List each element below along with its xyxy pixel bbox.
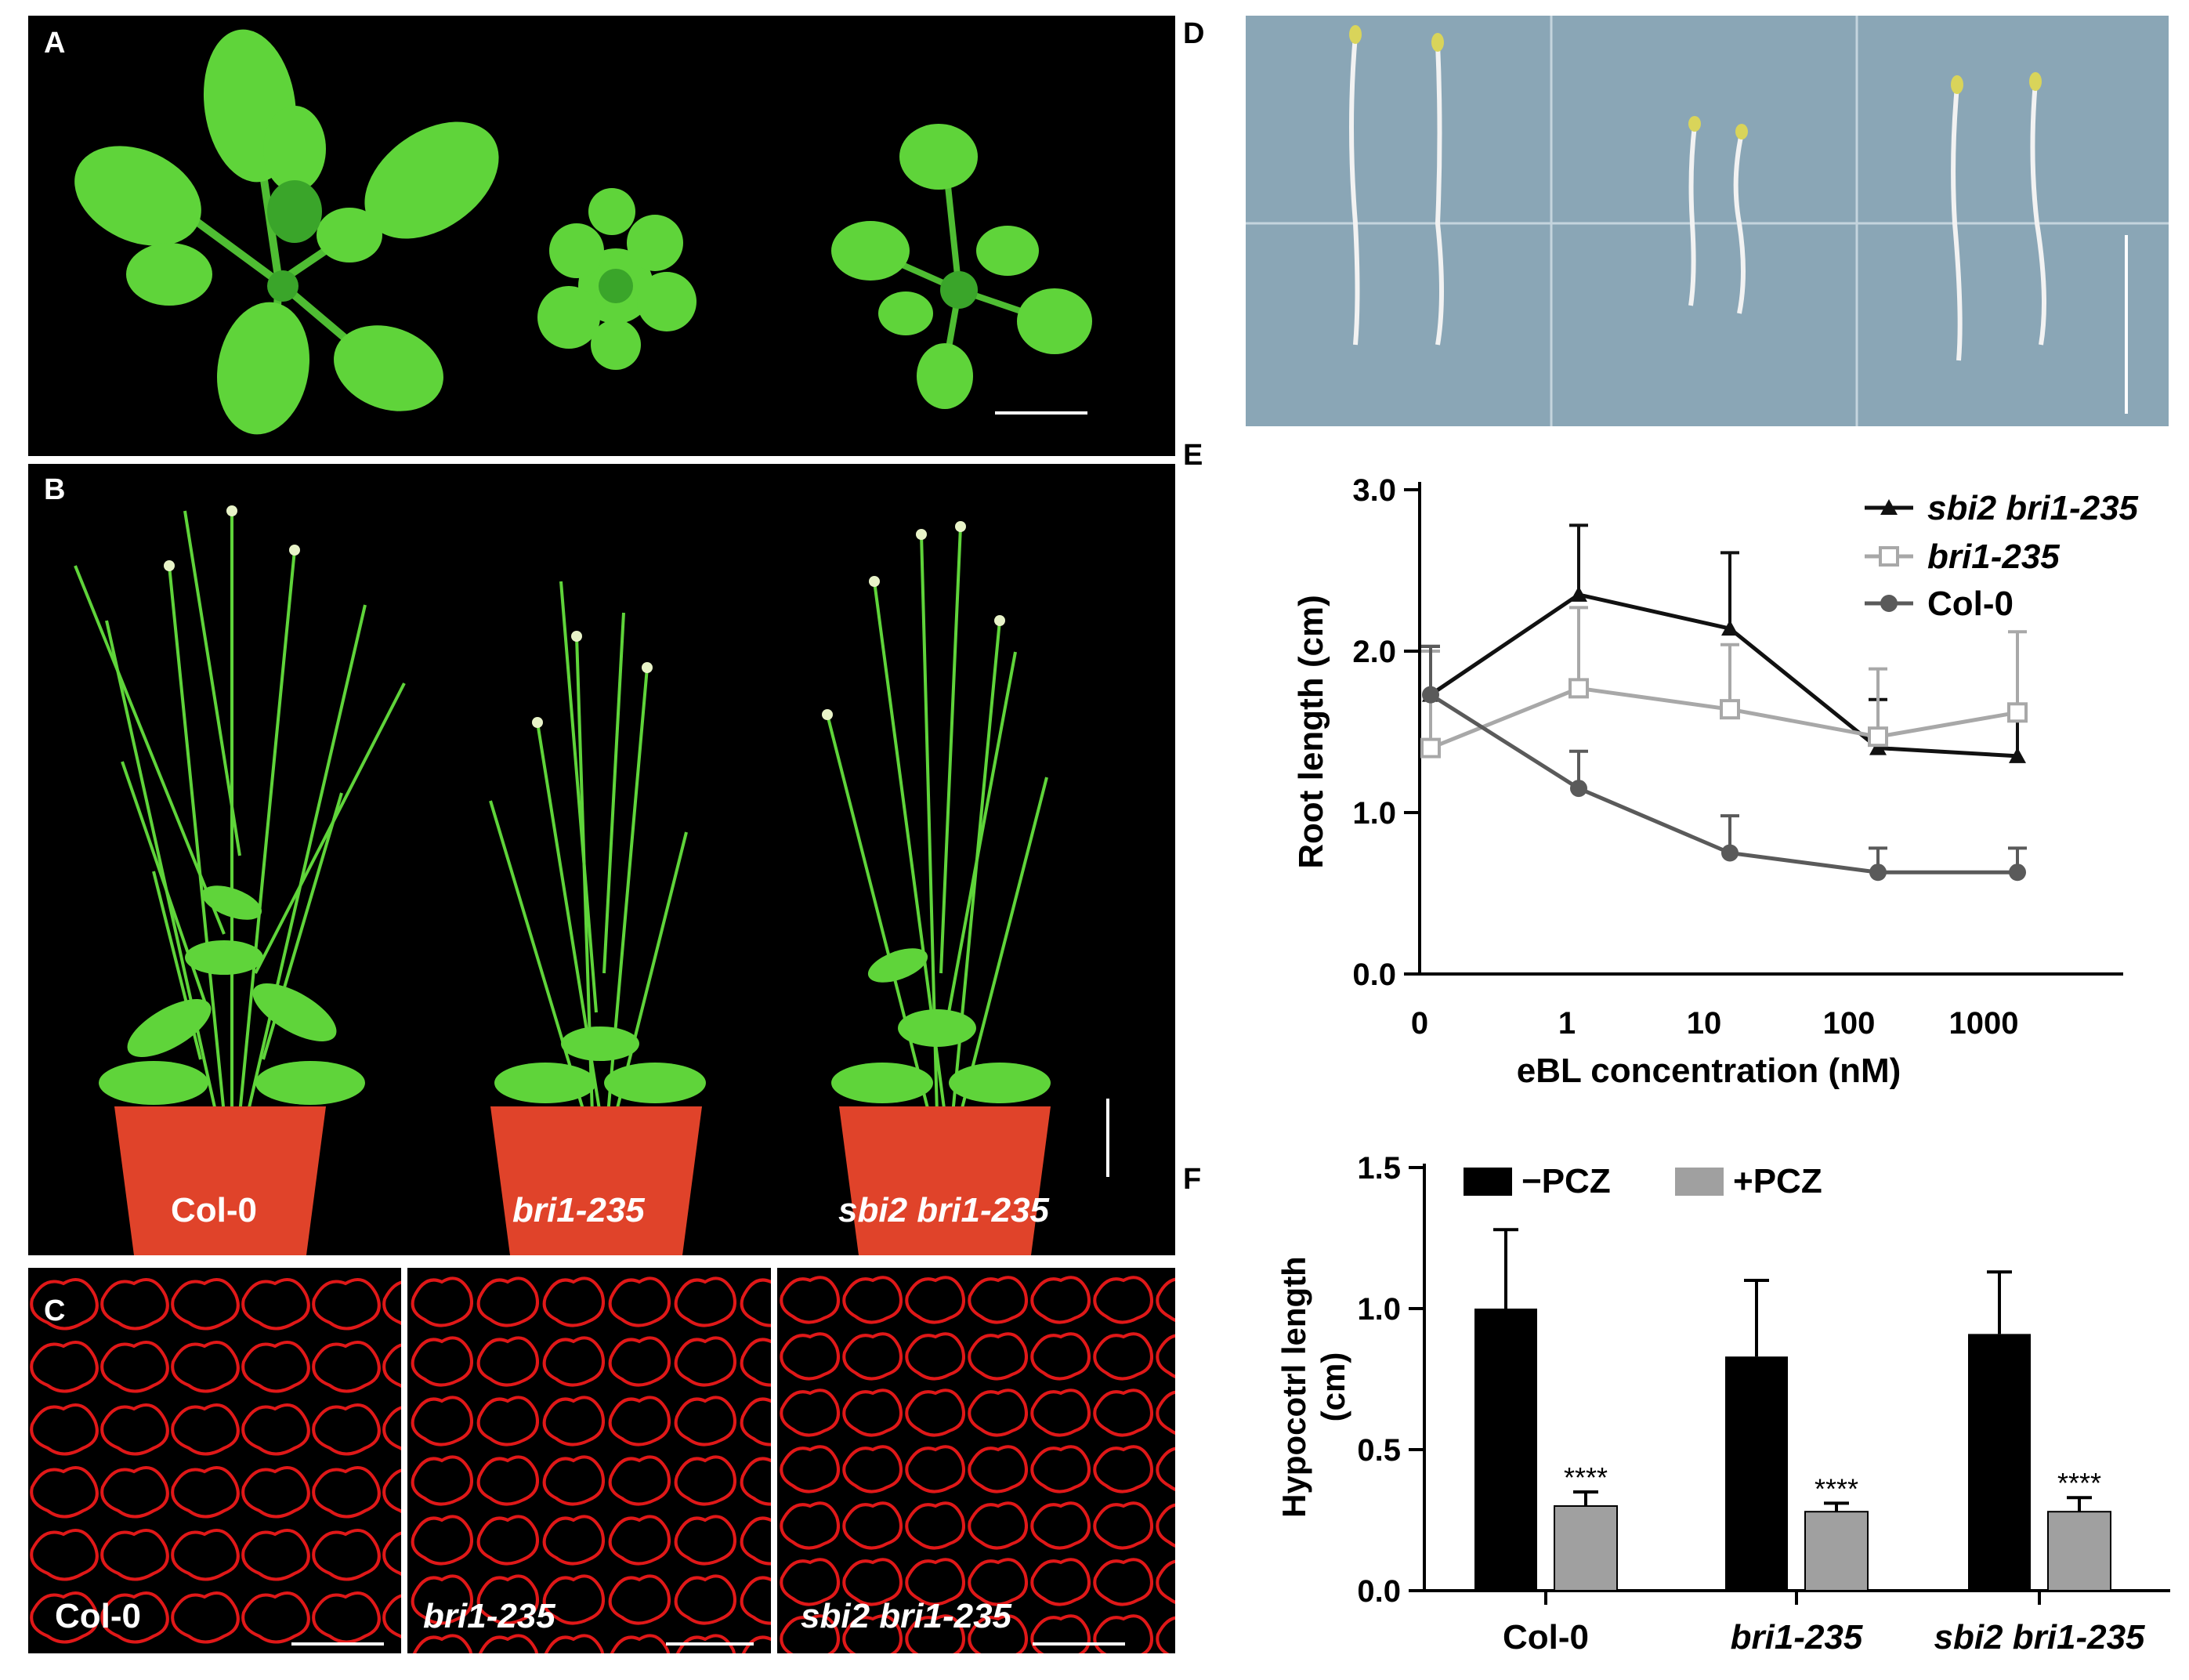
significance-label: **** xyxy=(2057,1467,2101,1499)
label-c-sbi2-bri1: sbi2 bri1-235 xyxy=(801,1597,1012,1635)
panel-c-photo-col0 xyxy=(28,1268,401,1653)
x-tick-label: 0 xyxy=(1411,1006,1428,1041)
label-c-col0: Col-0 xyxy=(55,1597,141,1635)
x-tick-label: 100 xyxy=(1823,1006,1876,1041)
data-point xyxy=(1568,678,1589,699)
x-axis-title: eBL concentration (nM) xyxy=(1517,1052,1901,1090)
data-point xyxy=(1720,699,1740,720)
data-point xyxy=(1721,620,1739,636)
scale-bar-c1 xyxy=(291,1642,384,1646)
data-point xyxy=(1721,844,1739,862)
data-point xyxy=(2009,747,2026,763)
y-axis-title: Root length (cm) xyxy=(1292,595,1330,869)
x-tick-label: 1000 xyxy=(1949,1006,2019,1041)
x-tick-label: 10 xyxy=(1687,1006,1722,1041)
bar xyxy=(1725,1356,1788,1591)
y-axis-title-line1: Hypocotrl length xyxy=(1275,1256,1312,1518)
series-line xyxy=(1429,693,2017,874)
rosette-bri1-235 xyxy=(537,188,696,370)
panel-letter-b: B xyxy=(44,473,66,506)
data-point xyxy=(1422,686,1439,704)
scale-bar-c3 xyxy=(1033,1642,1125,1646)
scale-bar-c2 xyxy=(666,1642,754,1646)
data-point xyxy=(1570,780,1587,798)
panel-letter-d: D xyxy=(1183,17,1205,50)
bar xyxy=(1804,1511,1869,1592)
scale-bar-d xyxy=(2125,235,2128,414)
bar xyxy=(1554,1505,1618,1591)
legend-label: sbi2 bri1-235 xyxy=(1927,489,2139,527)
x-tick-label: Col-0 xyxy=(1503,1618,1589,1656)
y-axis-title-line2: (cm) xyxy=(1315,1352,1351,1422)
bar xyxy=(2047,1511,2111,1592)
chart-e-root-length: 0.0 1.0 2.0 3.0 0 1 10 100 1000 eBL concentration… xyxy=(1292,473,2139,1090)
legend-marker xyxy=(1879,546,1899,567)
scale-bar-a xyxy=(995,411,1087,415)
panel-a-photo xyxy=(28,16,1175,456)
seedlings xyxy=(1349,34,2046,361)
label-b-col0: Col-0 xyxy=(171,1191,257,1229)
bar xyxy=(1474,1309,1537,1591)
y-tick-label: 3.0 xyxy=(1352,473,1396,508)
panel-c-photo-bri1 xyxy=(407,1268,771,1653)
label-b-sbi2-bri1: sbi2 bri1-235 xyxy=(838,1191,1050,1229)
data-point xyxy=(1869,739,1887,755)
rosette-sbi2-bri1-235 xyxy=(831,124,1092,409)
panel-letter-f: F xyxy=(1183,1163,1202,1196)
significance-label: **** xyxy=(1815,1472,1858,1504)
y-tick-label: 1.0 xyxy=(1352,796,1396,831)
data-point xyxy=(1570,585,1587,602)
rosette-col0 xyxy=(74,29,499,435)
data-point xyxy=(2009,864,2026,882)
bri1-leaves xyxy=(494,1026,706,1103)
label-b-bri1: bri1-235 xyxy=(512,1191,645,1229)
y-tick-label: 1.0 xyxy=(1357,1292,1401,1327)
col0-leaves xyxy=(99,885,365,1105)
data-point xyxy=(1420,737,1441,759)
legend-label: bri1-235 xyxy=(1927,538,2060,576)
data-point xyxy=(2007,702,2028,723)
x-tick-label: sbi2 bri1-235 xyxy=(1934,1618,2145,1656)
label-c-bri1: bri1-235 xyxy=(423,1597,555,1635)
data-point xyxy=(1869,864,1887,882)
panel-b-photo xyxy=(28,464,1175,1255)
chart-f-hypocotyl-length: 0.0 0.5 1.0 1.5 Hypocotrl length (cm) **** Col-… xyxy=(1275,1152,2170,1656)
y-tick-label: 0.0 xyxy=(1352,958,1396,992)
pot-col0 xyxy=(114,1106,326,1255)
panel-letter-c: C xyxy=(44,1294,66,1327)
data-point xyxy=(1868,726,1888,748)
x-tick-label: 1 xyxy=(1558,1006,1576,1041)
pot-bri1 xyxy=(490,1106,702,1255)
y-tick-label: 0.5 xyxy=(1357,1433,1401,1468)
panel-letter-e: E xyxy=(1183,439,1203,472)
legend-label: −PCZ xyxy=(1521,1162,1611,1200)
legend-swatch xyxy=(1675,1168,1724,1196)
x-tick-label: bri1-235 xyxy=(1731,1618,1863,1656)
panel-letter-a: A xyxy=(44,27,66,60)
significance-label: **** xyxy=(1564,1461,1608,1494)
flower-clusters xyxy=(164,505,1005,728)
legend-label: Col-0 xyxy=(1927,585,2014,623)
col0-inflorescence xyxy=(74,510,406,1115)
y-tick-label: 0.0 xyxy=(1357,1574,1401,1609)
sbi2-leaves xyxy=(831,948,1051,1103)
panel-d-photo xyxy=(1246,16,2169,426)
y-tick-label: 2.0 xyxy=(1352,635,1396,669)
legend-label: +PCZ xyxy=(1733,1162,1822,1200)
scale-bar-b xyxy=(1106,1099,1109,1177)
legend-marker xyxy=(1880,595,1898,612)
plate-grid xyxy=(1246,16,2169,426)
legend-swatch xyxy=(1464,1168,1512,1196)
cotyledons xyxy=(1349,25,2042,139)
bar xyxy=(1968,1334,2031,1591)
pot-sbi2 xyxy=(839,1106,1051,1255)
panel-c-photo-sbi2 xyxy=(777,1268,1175,1653)
y-tick-label: 1.5 xyxy=(1357,1152,1401,1186)
legend-marker xyxy=(1880,499,1898,515)
